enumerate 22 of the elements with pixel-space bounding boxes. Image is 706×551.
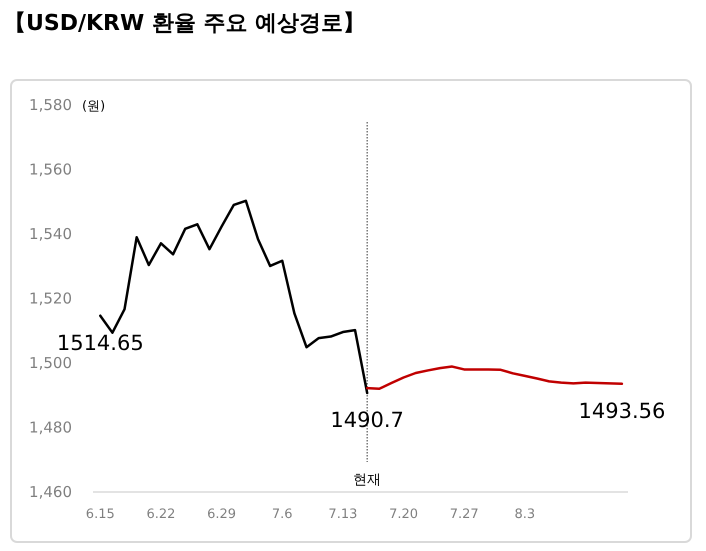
x-tick-label: 6.29 bbox=[207, 507, 236, 522]
data-label: 1490.7 bbox=[330, 408, 404, 432]
data-label: 1493.56 bbox=[578, 398, 666, 423]
y-tick-label: 1,580 bbox=[29, 96, 72, 114]
line-series bbox=[366, 365, 624, 390]
data-label: 1514.65 bbox=[56, 330, 144, 355]
y-tick-label: 1,480 bbox=[29, 418, 72, 436]
x-tick-label: 6.22 bbox=[146, 507, 176, 522]
annotation: 현재 bbox=[353, 472, 382, 488]
x-tick-label: 7.13 bbox=[328, 507, 358, 522]
x-tick-label: 7.27 bbox=[450, 507, 479, 522]
y-tick-label: 1,540 bbox=[29, 225, 72, 243]
y-tick-label: 1,560 bbox=[29, 160, 72, 178]
y-tick-label: 1,500 bbox=[29, 354, 72, 372]
y-axis-title: (원) bbox=[82, 99, 106, 114]
x-tick-label: 6.15 bbox=[86, 507, 115, 522]
x-tick-label: 8.3 bbox=[514, 507, 536, 522]
y-tick-label: 1,520 bbox=[29, 290, 72, 308]
x-tick-label: 7.20 bbox=[389, 507, 418, 522]
y-tick-label: 1,460 bbox=[29, 483, 72, 501]
chart-title: 【USD/KRW 환율 주요 예상경로】 bbox=[4, 11, 366, 36]
x-tick-label: 7.6 bbox=[272, 507, 293, 522]
